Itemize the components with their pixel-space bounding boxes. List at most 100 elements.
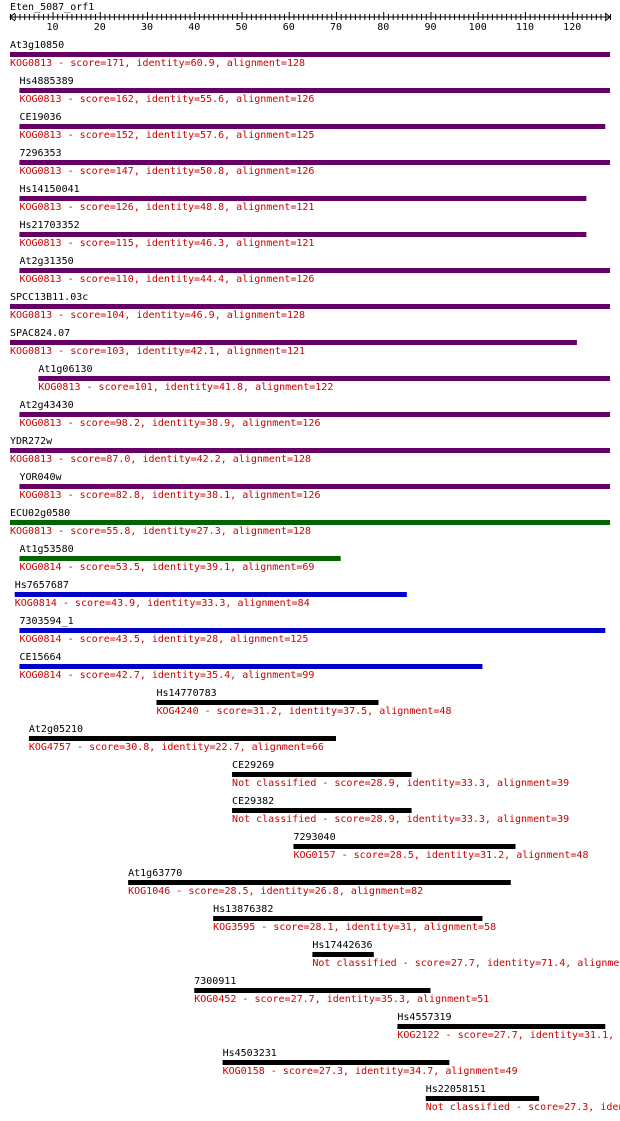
hit-name: CE29269: [232, 760, 274, 771]
hit-name: At2g05210: [29, 724, 83, 735]
hit-row: 7303594_1 KOG0814 - score=43.5, identity=…: [19, 616, 606, 645]
hit-description: KOG0813 - score=101, identity=41.8, alig…: [38, 382, 333, 393]
hit-bar: [10, 448, 610, 453]
hit-bar: [156, 700, 379, 705]
ruler-right-arrow: [604, 12, 611, 22]
hit-bar: [10, 340, 577, 345]
hit-description: KOG0157 - score=28.5, identity=31.2, ali…: [293, 850, 588, 861]
hit-name: 7303594_1: [19, 616, 73, 627]
hit-name: Hs22058151: [426, 1084, 486, 1095]
hit-bar: [312, 952, 374, 957]
hit-name: ECU02g0580: [10, 508, 70, 519]
hit-description: Not classified - score=27.3, identity=36…: [426, 1102, 620, 1113]
hit-name: 7293040: [293, 832, 335, 843]
hit-description: KOG0813 - score=87.0, identity=42.2, ali…: [10, 454, 311, 465]
ruler-left-arrow: [9, 12, 16, 22]
hit-row: Hs14770783 KOG4240 - score=31.2, identity…: [156, 688, 451, 717]
hit-row: At1g06130 KOG0813 - score=101, identity=4…: [38, 364, 611, 393]
hit-description: KOG0814 - score=43.9, identity=33.3, ali…: [15, 598, 310, 609]
hit-description: Not classified - score=27.7, identity=71…: [312, 958, 620, 969]
hit-row: Hs22058151 Not classified - score=27.3, i…: [425, 1084, 620, 1113]
hit-row: Hs21703352 KOG0813 - score=115, identity=…: [19, 220, 587, 249]
hit-row: Hs4885389 KOG0813 - score=162, identity=5…: [19, 76, 611, 105]
hit-description: KOG2122 - score=27.7, identity=31.1, ali…: [397, 1030, 620, 1041]
ruler-tick-label: 50: [235, 22, 247, 33]
hit-name: CE29382: [232, 796, 274, 807]
hit-row: CE15664 KOG0814 - score=42.7, identity=35…: [19, 652, 483, 681]
hit-row: ECU02g0580 KOG0813 - score=55.8, identity…: [10, 508, 610, 537]
hit-description: KOG0813 - score=103, identity=42.1, alig…: [10, 346, 305, 357]
hit-bar: [19, 232, 587, 237]
hit-row: At1g53580 KOG0814 - score=53.5, identity=…: [19, 544, 341, 573]
hit-bar: [293, 844, 516, 849]
hit-row: SPAC824.07 KOG0813 - score=103, identity=…: [10, 328, 577, 357]
hit-bar: [14, 592, 407, 597]
hit-bar: [397, 1024, 606, 1029]
hit-row: Hs4557319 KOG2122 - score=27.7, identity=…: [397, 1012, 620, 1041]
hit-bar: [19, 412, 611, 417]
hit-name: Hs4885389: [19, 76, 73, 87]
hit-bar: [10, 304, 610, 309]
hit-row: Hs17442636 Not classified - score=27.7, i…: [312, 940, 620, 969]
hit-bar: [232, 808, 412, 813]
hit-bar: [19, 484, 611, 489]
hit-row: 7300911 KOG0452 - score=27.7, identity=35…: [194, 976, 489, 1005]
hit-bar: [19, 664, 483, 669]
hit-bar: [19, 160, 611, 165]
hit-bar: [19, 268, 611, 273]
hit-row: CE29382 Not classified - score=28.9, iden…: [232, 796, 569, 825]
ruler-tick-label: 90: [424, 22, 436, 33]
hit-bar: [19, 124, 606, 129]
hit-name: At2g43430: [19, 400, 73, 411]
hit-name: At3g10850: [10, 40, 64, 51]
hit-name: 7296353: [19, 148, 61, 159]
ruler-tick-label: 100: [469, 22, 487, 33]
hit-name: YDR272w: [10, 436, 53, 447]
hit-bar: [19, 196, 587, 201]
hit-name: At2g31350: [19, 256, 73, 267]
hit-bar: [425, 1096, 540, 1101]
hit-name: Hs14150041: [19, 184, 79, 195]
hit-bar: [10, 520, 610, 525]
hit-bar: [19, 628, 606, 633]
hit-name: Hs21703352: [19, 220, 79, 231]
hit-description: Not classified - score=28.9, identity=33…: [232, 814, 569, 825]
hit-description: KOG0813 - score=55.8, identity=27.3, ali…: [10, 526, 311, 537]
hit-bar: [28, 736, 336, 741]
hit-description: KOG3595 - score=28.1, identity=31, align…: [213, 922, 496, 933]
hit-description: KOG0813 - score=115, identity=46.3, alig…: [19, 238, 314, 249]
hit-description: KOG4757 - score=30.8, identity=22.7, ali…: [29, 742, 324, 753]
hit-row: Hs13876382 KOG3595 - score=28.1, identity…: [213, 904, 496, 933]
hit-description: KOG4240 - score=31.2, identity=37.5, ali…: [156, 706, 451, 717]
hit-description: KOG0813 - score=147, identity=50.8, alig…: [19, 166, 314, 177]
hit-name: Hs17442636: [312, 940, 372, 951]
hit-row: 7296353 KOG0813 - score=147, identity=50.…: [19, 148, 611, 177]
hit-description: KOG0813 - score=171, identity=60.9, alig…: [10, 58, 305, 69]
ruler-tick-label: 120: [563, 22, 581, 33]
hit-row: At1g63770 KOG1046 - score=28.5, identity=…: [128, 868, 511, 897]
hit-name: Hs14770783: [156, 688, 216, 699]
ruler-tick-label: 80: [377, 22, 389, 33]
hit-description: KOG0158 - score=27.3, identity=34.7, ali…: [223, 1066, 518, 1077]
ruler-tick-label: 20: [94, 22, 106, 33]
hit-description: KOG0813 - score=126, identity=48.8, alig…: [19, 202, 314, 213]
hit-row: At2g43430 KOG0813 - score=98.2, identity=…: [19, 400, 611, 429]
hit-description: KOG0813 - score=82.8, identity=38.1, ali…: [19, 490, 320, 501]
hit-bar: [213, 916, 483, 921]
hit-bar: [19, 556, 341, 561]
hit-name: YOR040w: [19, 472, 62, 483]
hit-description: KOG0813 - score=162, identity=55.6, alig…: [19, 94, 314, 105]
ruler-tick-label: 10: [46, 22, 58, 33]
hit-description: KOG1046 - score=28.5, identity=26.8, ali…: [128, 886, 423, 897]
hit-row: CE29269 Not classified - score=28.9, iden…: [232, 760, 569, 789]
position-ruler: 10 20 30 40 50 60 70 80 90 100 110 120: [9, 12, 611, 33]
hit-bar: [38, 376, 611, 381]
ruler-tick-label: 110: [516, 22, 534, 33]
hit-row: Hs7657687 KOG0814 - score=43.9, identity=…: [14, 580, 407, 609]
hit-row: YOR040w KOG0813 - score=82.8, identity=38…: [19, 472, 611, 501]
hit-name: Hs7657687: [15, 580, 69, 591]
hit-list: At3g10850 KOG0813 - score=171, identity=6…: [10, 40, 620, 1113]
hit-row: Hs4503231 KOG0158 - score=27.3, identity=…: [222, 1048, 518, 1077]
hit-description: KOG0813 - score=98.2, identity=38.9, ali…: [19, 418, 320, 429]
